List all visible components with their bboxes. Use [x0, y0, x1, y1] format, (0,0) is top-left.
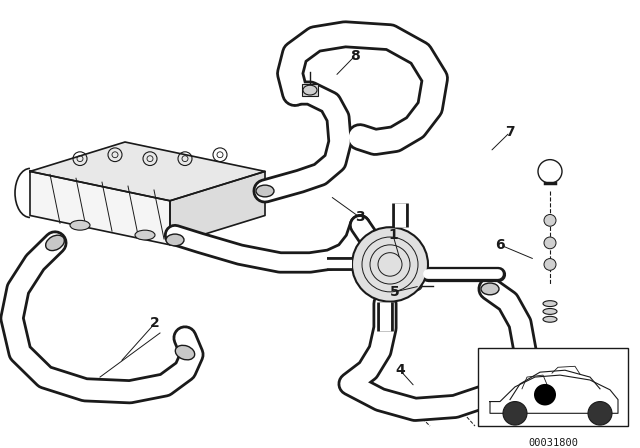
Ellipse shape — [70, 220, 90, 230]
Circle shape — [352, 227, 428, 302]
Ellipse shape — [408, 281, 422, 291]
Ellipse shape — [135, 230, 155, 240]
Text: 00031800: 00031800 — [528, 438, 578, 448]
Polygon shape — [170, 172, 265, 245]
Circle shape — [544, 258, 556, 270]
Ellipse shape — [166, 234, 184, 246]
Text: 3: 3 — [355, 211, 365, 224]
Polygon shape — [30, 172, 170, 245]
Circle shape — [544, 215, 556, 226]
Circle shape — [544, 237, 556, 249]
Circle shape — [534, 384, 556, 405]
Text: 5: 5 — [390, 285, 400, 299]
Polygon shape — [30, 142, 265, 201]
Text: 2: 2 — [150, 316, 160, 330]
Circle shape — [588, 401, 612, 425]
Ellipse shape — [175, 345, 195, 360]
Ellipse shape — [481, 283, 499, 295]
Text: 6: 6 — [495, 238, 505, 252]
Text: 8: 8 — [350, 49, 360, 63]
Polygon shape — [490, 375, 618, 414]
Text: 4: 4 — [395, 363, 405, 377]
Bar — [478, 348, 628, 426]
Circle shape — [503, 401, 527, 425]
Ellipse shape — [543, 301, 557, 306]
Text: 7: 7 — [505, 125, 515, 139]
Ellipse shape — [256, 185, 274, 197]
Ellipse shape — [45, 235, 65, 250]
Ellipse shape — [543, 309, 557, 314]
Text: 1: 1 — [388, 228, 398, 242]
Bar — [302, 84, 318, 96]
Ellipse shape — [543, 316, 557, 322]
